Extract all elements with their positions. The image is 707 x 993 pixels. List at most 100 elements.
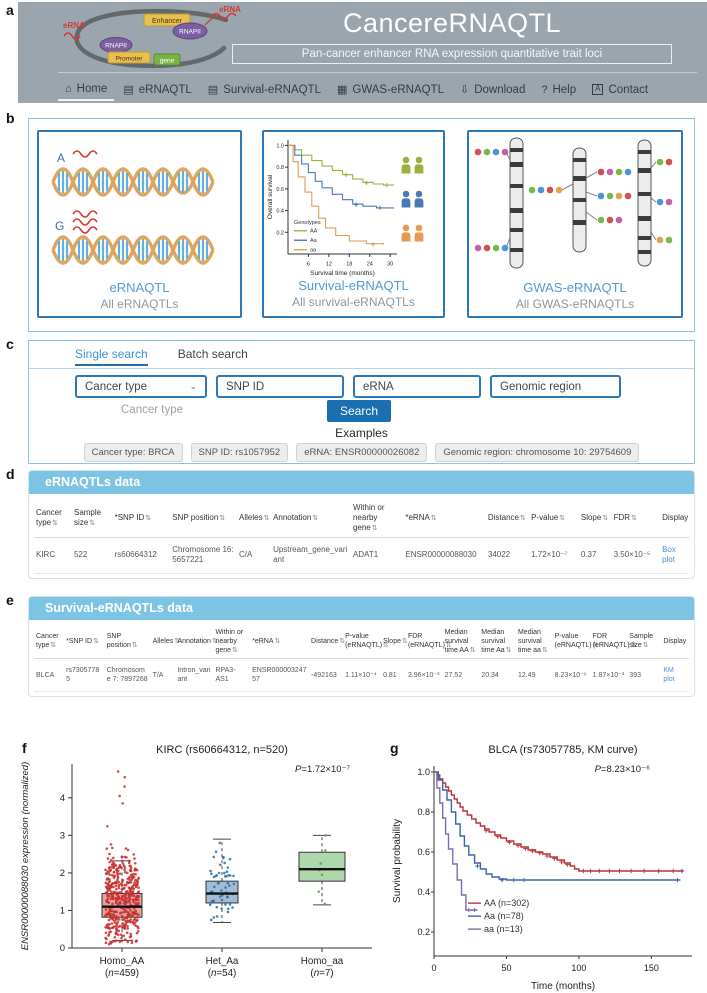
enhancer-label: Enhancer (152, 18, 183, 25)
display-link[interactable]: KM plot (663, 667, 675, 684)
km-panel: 0.2 0.4 0.6 0.8 1.0 0 50 100 150 Time (months) Sur… (388, 740, 702, 993)
nav-item-gwas-ernaqtl[interactable]: ▦ GWAS-eRNAQTL (330, 77, 451, 100)
panel-label-g: g (390, 740, 399, 756)
col-header-median-survival-time-aa[interactable]: Median survival time AA⇅ (442, 626, 480, 660)
search-field-genomic-region[interactable]: Genomic region (490, 375, 621, 398)
sort-icon: ⇅ (505, 646, 512, 654)
col-header-label: Median survival time Aa (481, 629, 506, 654)
module-title-survival[interactable]: Survival-eRNAQTL (298, 278, 409, 293)
col-header-alleles[interactable]: Alleles⇅ (150, 626, 180, 660)
col-header-p-value[interactable]: P-value⇅ (529, 500, 579, 538)
search-button[interactable]: Search (327, 400, 391, 422)
svg-text:ENSR00000088030 expression (no: ENSR00000088030 expression (normalized) (20, 762, 31, 951)
nav-item-contact[interactable]: A Contact (585, 78, 655, 100)
sort-icon: ⇅ (559, 515, 566, 522)
col-header-slope[interactable]: Slope⇅ (381, 626, 408, 660)
col-header-label: Cancer type (36, 633, 59, 650)
sort-icon: ⇅ (339, 637, 346, 645)
col-header-erna[interactable]: *eRNA⇅ (250, 626, 310, 660)
col-header-snp-position[interactable]: SNP position⇅ (170, 500, 238, 538)
module-card-ernaqtl[interactable]: A G eRNAQTL All eRNAQTLs (37, 130, 242, 318)
col-header-fdr-ernaqtl[interactable]: FDR (eRNAQTL)⇅ (405, 626, 452, 660)
tab-single-search[interactable]: Single search (75, 347, 148, 366)
panel-label-c: c (6, 336, 14, 352)
col-header-slope[interactable]: Slope⇅ (578, 500, 612, 538)
allele-a-label: A (57, 151, 65, 165)
svg-text:(n=7): (n=7) (310, 968, 333, 979)
col-header-within-or-nearby-gene[interactable]: Within or nearby gene⇅ (213, 626, 251, 660)
sort-icon: ⇅ (631, 515, 637, 522)
example-chip-erna[interactable]: eRNA: ENSR00000026082 (296, 443, 428, 462)
svg-text:0.2: 0.2 (417, 927, 430, 937)
col-header-p-value-ernaqtl[interactable]: P-value (eRNAQTL)⇅ (343, 626, 389, 660)
cancer-type-option[interactable]: Cancer type (121, 404, 184, 416)
module-card-survival[interactable]: 0.2 0.4 0.6 0.8 1.0 6 12 18 24 30 Survival time (m… (262, 130, 445, 318)
module-title-gwas[interactable]: GWAS-eRNAQTL (523, 280, 627, 295)
svg-text:Overall survival: Overall survival (267, 174, 274, 219)
nav-item-ernaqtl[interactable]: ▤ eRNAQTL (116, 77, 198, 100)
tab-batch-search[interactable]: Batch search (177, 347, 248, 361)
col-header-p-value-ernaqtl[interactable]: P-value (eRNAQTL)⇅ (552, 626, 598, 660)
t-e-table: Cancer type⇅ *SNP ID⇅ SNP position⇅ Alleles… (34, 626, 689, 693)
cell-display: KM plot (661, 658, 689, 693)
search-field-erna[interactable]: eRNA (353, 375, 481, 398)
svg-text:0.4: 0.4 (417, 887, 430, 897)
nav-item-home[interactable]: ⌂ Home (58, 77, 115, 101)
col-header-label: Within or nearby gene (215, 629, 244, 654)
col-header-label: Sample size (629, 633, 654, 650)
main-nav: ⌂ Home ▤ eRNAQTL ▤ Survival-eRNAQTL ▦ GWAS-eRNA… (58, 72, 697, 104)
module-card-gwas[interactable]: GWAS-eRNAQTL All GWAS-eRNAQTLs (467, 130, 683, 318)
display-link[interactable]: Box plot (662, 544, 676, 565)
panel-label-a: a (6, 2, 14, 18)
nav-item-survival-ernaqtl[interactable]: ▤ Survival-eRNAQTL (201, 77, 328, 100)
search-field-cancer-type[interactable]: Cancer type ⌄ (75, 375, 207, 398)
nav-label: Download (474, 83, 526, 96)
col-header-label: FDR (613, 513, 631, 522)
ernaqtl-data-header: eRNAQTLs data (29, 471, 694, 494)
nav-item-download[interactable]: ⇩ Download (453, 77, 532, 100)
col-header-within-or-nearby-gene[interactable]: Within or nearby gene⇅ (350, 500, 404, 538)
cell-within-or-nearby-gene: ADAT1 (350, 537, 404, 574)
promoter-label: Promoter (116, 56, 144, 63)
col-header-label: Median survival time AA (444, 629, 469, 654)
svg-text:24: 24 (367, 262, 373, 268)
col-header-cancer-type[interactable]: Cancer type⇅ (34, 626, 65, 660)
col-header-label: SNP position (172, 513, 219, 522)
survival-module-plot: 0.2 0.4 0.6 0.8 1.0 6 12 18 24 30 Survival time (m… (267, 140, 424, 277)
sort-icon: ⇅ (312, 515, 319, 522)
svg-text:0.8: 0.8 (417, 807, 430, 817)
col-header-cancer-type[interactable]: Cancer type⇅ (34, 500, 72, 538)
col-header-sample-size[interactable]: Sample size⇅ (627, 626, 662, 660)
cell-annotation: Upstream_gene_variant (271, 537, 351, 574)
col-header-distance[interactable]: Distance⇅ (309, 626, 346, 660)
col-header-median-survival-time-aa[interactable]: Median survival time Aa⇅ (479, 626, 516, 660)
sort-icon: ⇅ (430, 515, 437, 522)
col-header-annotation[interactable]: Annotation⇅ (271, 500, 351, 538)
col-header-annotation[interactable]: Annotation⇅ (175, 626, 218, 660)
col-header-sample-size[interactable]: Sample size⇅ (71, 500, 113, 538)
col-header-label: Display (663, 637, 687, 645)
search-field-snp-id[interactable]: SNP ID (216, 375, 344, 398)
example-chip-snp-id[interactable]: SNP ID: rs1057952 (190, 443, 289, 462)
col-header-alleles[interactable]: Alleles⇅ (237, 500, 272, 538)
gene-label: gene (160, 58, 175, 65)
example-chip-genomic-region[interactable]: Genomic region: chromosome 10: 29754609 (435, 443, 640, 462)
col-header-snp-id[interactable]: *SNP ID⇅ (112, 500, 171, 538)
col-header-median-survival-time-aa[interactable]: Median survival time aa⇅ (515, 626, 553, 660)
col-header-fdr-ernaqtl[interactable]: FDR (eRNAQTL)⇅ (590, 626, 636, 660)
nav-item-help[interactable]: ? Help (534, 78, 583, 100)
module-title-ernaqtl[interactable]: eRNAQTL (109, 280, 170, 295)
col-header-distance[interactable]: Distance⇅ (485, 500, 530, 538)
svg-text:2: 2 (60, 868, 65, 879)
example-chip-cancer-type[interactable]: Cancer type: BRCA (83, 443, 183, 462)
svg-text:0.6: 0.6 (417, 847, 430, 857)
svg-text:AA (n=302): AA (n=302) (484, 898, 529, 908)
col-header-snp-position[interactable]: SNP position⇅ (104, 626, 151, 660)
col-header-erna[interactable]: *eRNA⇅ (403, 500, 486, 538)
cell-fdr-ernaqtl: 2.96×10⁻³ (405, 658, 443, 693)
boxplot-svg: 0 1 2 3 4 KIRC (rs60664312, n=520) P=1.72×10⁻⁷… (20, 744, 372, 979)
cell-sample-size: 522 (71, 537, 113, 574)
col-header-label: Slope (383, 637, 401, 645)
col-header-fdr[interactable]: FDR⇅ (611, 500, 661, 538)
col-header-snp-id[interactable]: *SNP ID⇅ (64, 626, 105, 660)
